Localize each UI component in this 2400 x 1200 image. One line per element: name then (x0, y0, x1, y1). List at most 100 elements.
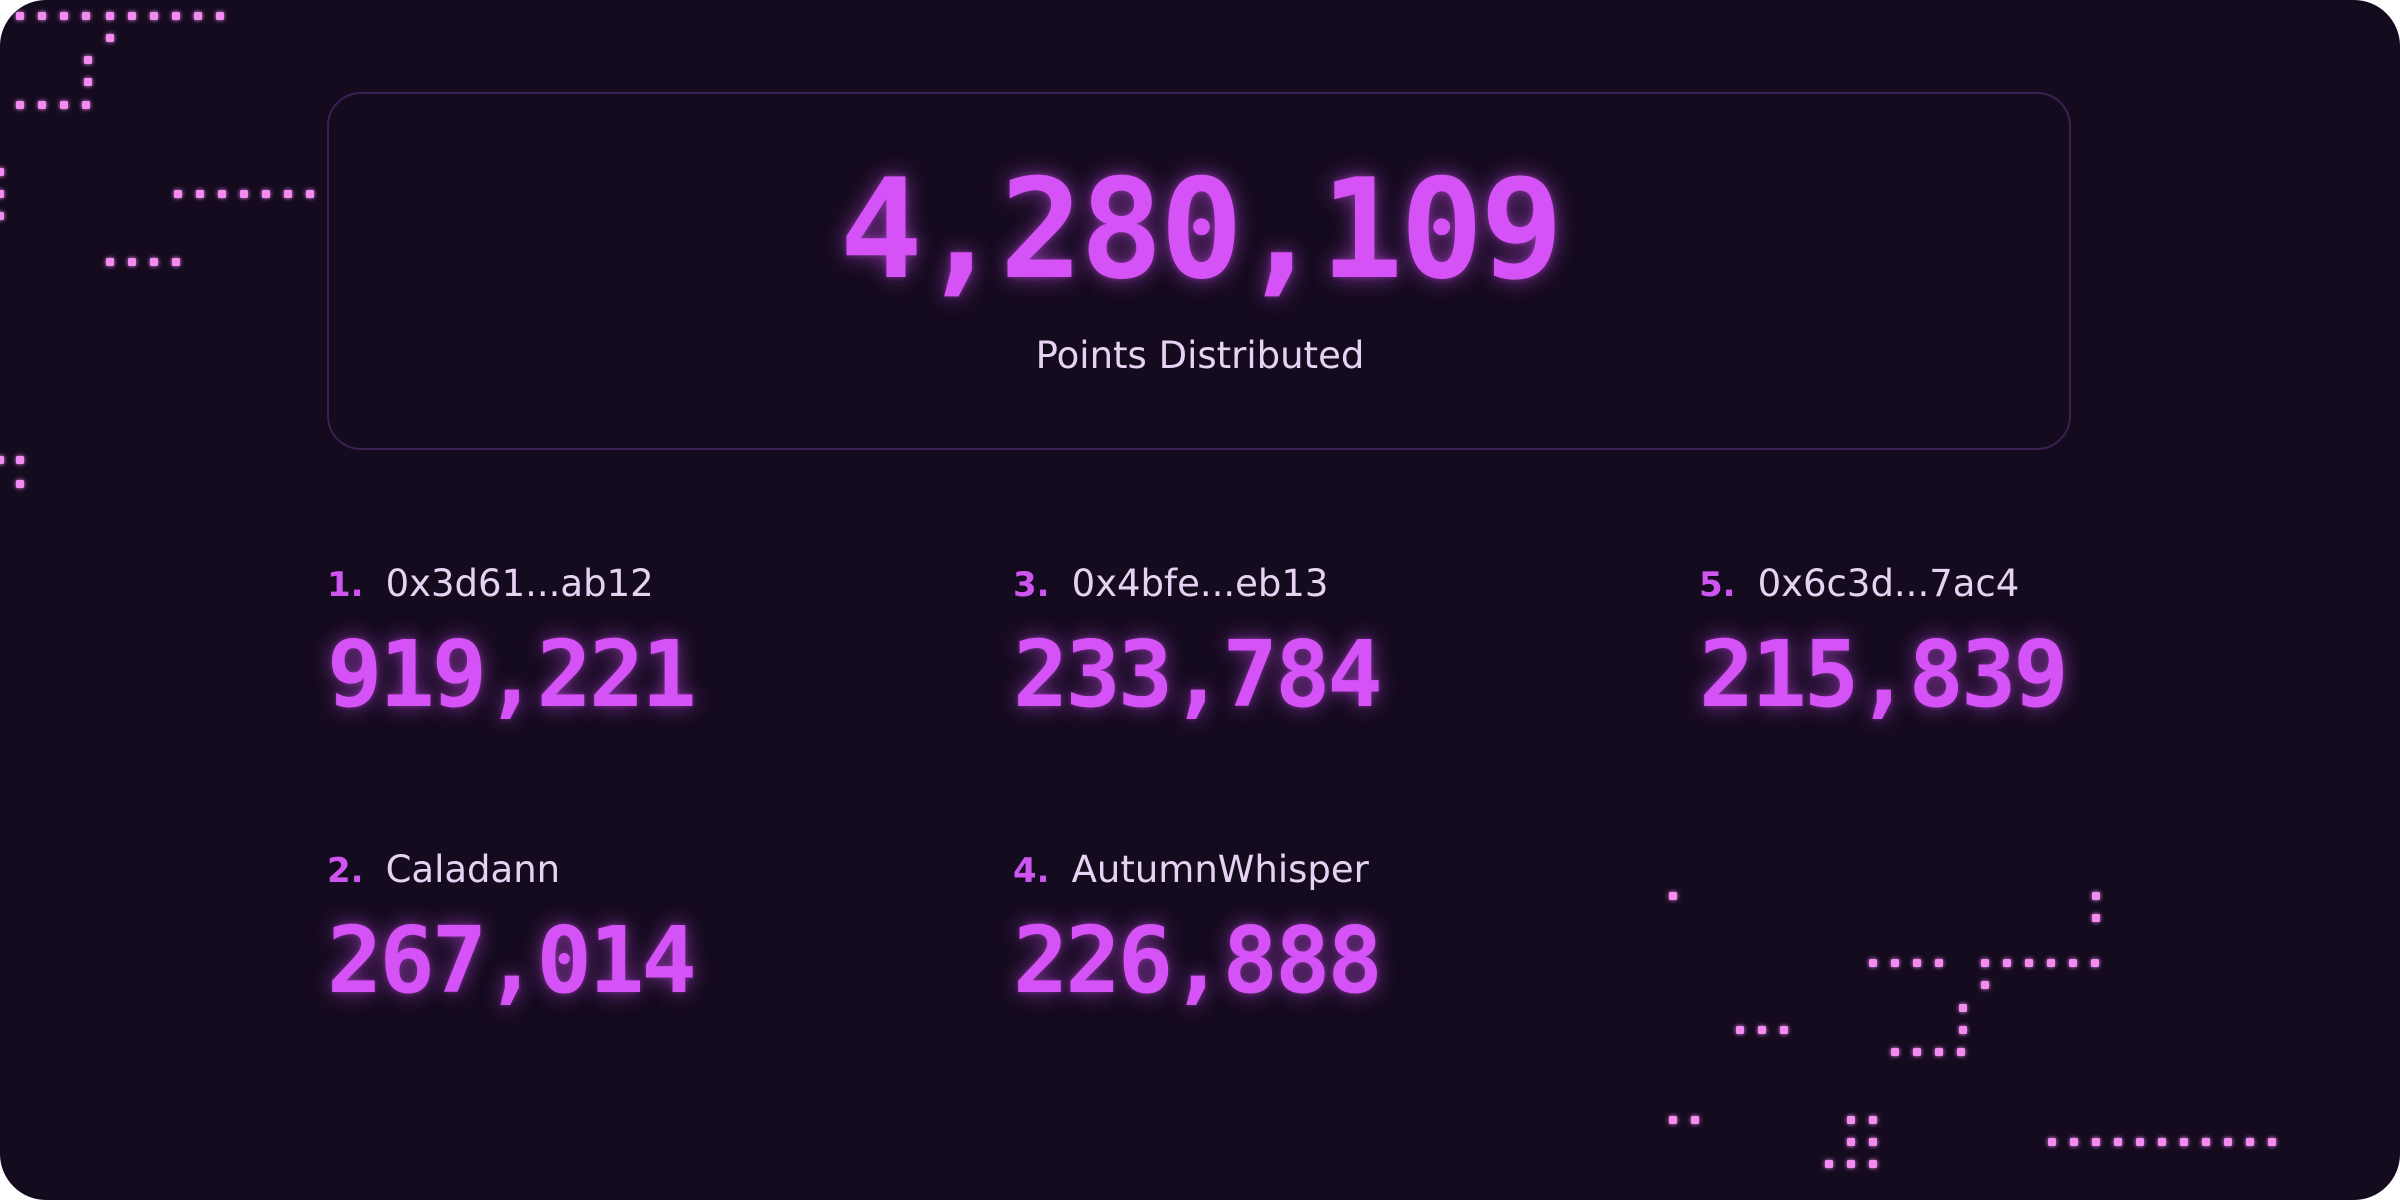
decor-dot (284, 190, 292, 198)
decor-dot (172, 258, 180, 266)
decor-dot (16, 456, 24, 464)
decor-dot (194, 12, 202, 20)
decor-dot (16, 12, 24, 20)
decor-dot (2047, 959, 2055, 967)
total-points-value: 4,280,109 (839, 149, 1564, 310)
decor-dot (2158, 1138, 2166, 1146)
rank-number: 1. (327, 565, 364, 605)
decor-dot (16, 480, 24, 488)
player-points: 267,014 (327, 907, 697, 1014)
decor-dot (38, 12, 46, 20)
decor-dot (0, 168, 4, 176)
leaderboard-entry-3[interactable]: 3. 0x4bfe...eb13 233,784 (1013, 560, 1613, 740)
decor-dot (0, 456, 4, 464)
decor-dot (172, 12, 180, 20)
decor-dot (1891, 1048, 1899, 1056)
rank-number: 3. (1013, 565, 1050, 605)
decor-dot (174, 190, 182, 198)
player-name: 0x4bfe...eb13 (1071, 562, 1329, 605)
decor-dot (84, 56, 92, 64)
decor-dot (240, 190, 248, 198)
points-distributed-card (327, 92, 2071, 450)
decor-dot (106, 258, 114, 266)
decor-dot (1780, 1026, 1788, 1034)
decor-dot (2092, 1138, 2100, 1146)
decor-dot (262, 190, 270, 198)
decor-dot (1869, 1138, 1877, 1146)
decor-dot (1669, 892, 1677, 900)
player-name: 0x6c3d...7ac4 (1757, 562, 2020, 605)
decor-dot (1981, 981, 1989, 989)
decor-dot (1891, 959, 1899, 967)
decor-dot (2092, 892, 2100, 900)
decor-dot (1847, 1160, 1855, 1168)
decor-dot (128, 12, 136, 20)
decor-dot (2180, 1138, 2188, 1146)
decor-dot (1847, 1116, 1855, 1124)
leaderboard-entry-4[interactable]: 4. AutumnWhisper 226,888 (1013, 846, 1613, 1026)
rank-number: 4. (1013, 851, 1050, 891)
decor-dot (2048, 1138, 2056, 1146)
decor-dot (1691, 1116, 1699, 1124)
total-points-label: Points Distributed (1035, 334, 1365, 377)
decor-dot (2268, 1138, 2276, 1146)
decor-dot (1959, 1026, 1967, 1034)
decor-dot (2224, 1138, 2232, 1146)
decor-dot (60, 12, 68, 20)
decor-dot (2025, 959, 2033, 967)
player-points: 215,839 (1699, 621, 2069, 728)
leaderboard-entry-2[interactable]: 2. Caladann 267,014 (327, 846, 927, 1026)
decor-dot (2202, 1138, 2210, 1146)
player-name: 0x3d61...ab12 (385, 562, 654, 605)
player-name: Caladann (385, 848, 561, 891)
decor-dot (1913, 959, 1921, 967)
decor-dot (0, 190, 4, 198)
decor-dot (1957, 1048, 1965, 1056)
player-name: AutumnWhisper (1071, 848, 1369, 891)
decor-dot (84, 78, 92, 86)
player-points: 226,888 (1013, 907, 1383, 1014)
decor-dot (1935, 959, 1943, 967)
decor-dot (2091, 959, 2099, 967)
decor-dot (196, 190, 204, 198)
decor-dot (2246, 1138, 2254, 1146)
decor-dot (150, 258, 158, 266)
leaderboard-entry-1[interactable]: 1. 0x3d61...ab12 919,221 (327, 560, 927, 740)
decor-dot (2070, 1138, 2078, 1146)
rank-number: 2. (327, 851, 364, 891)
decor-dot (128, 258, 136, 266)
decor-dot (1669, 1116, 1677, 1124)
decor-dot (218, 190, 226, 198)
decor-dot (1869, 959, 1877, 967)
decor-dot (1981, 959, 1989, 967)
decor-dot (2136, 1138, 2144, 1146)
decor-dot (82, 101, 90, 109)
decor-dot (2092, 914, 2100, 922)
rank-number: 5. (1699, 565, 1736, 605)
decor-dot (1869, 1160, 1877, 1168)
decor-dot (1913, 1048, 1921, 1056)
leaderboard-entry-5[interactable]: 5. 0x6c3d...7ac4 215,839 (1699, 560, 2299, 740)
decor-dot (1935, 1048, 1943, 1056)
decor-dot (306, 190, 314, 198)
decor-dot (82, 12, 90, 20)
player-points: 919,221 (327, 621, 697, 728)
decor-dot (1825, 1160, 1833, 1168)
decor-dot (216, 12, 224, 20)
decor-dot (60, 101, 68, 109)
decor-dot (106, 34, 114, 42)
decor-dot (2003, 959, 2011, 967)
decor-dot (0, 212, 4, 220)
decor-dot (106, 12, 114, 20)
decor-dot (2069, 959, 2077, 967)
player-points: 233,784 (1013, 621, 1383, 728)
decor-dot (150, 12, 158, 20)
decor-dot (38, 101, 46, 109)
decor-dot (2114, 1138, 2122, 1146)
decor-dot (1869, 1116, 1877, 1124)
decor-dot (1758, 1026, 1766, 1034)
decor-dot (1959, 1004, 1967, 1012)
decor-dot (1847, 1138, 1855, 1146)
